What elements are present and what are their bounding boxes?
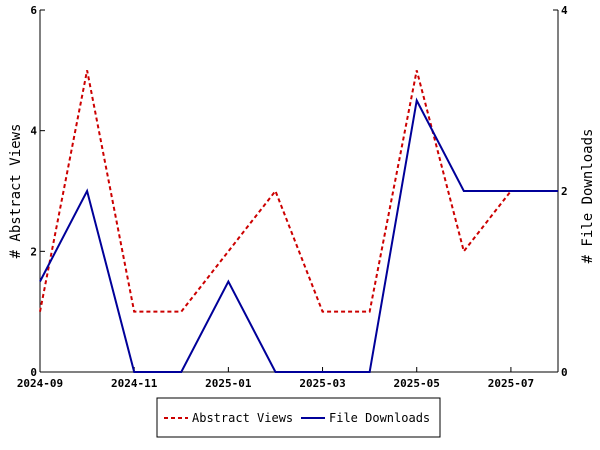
x-tick-label: 2025-07	[488, 377, 534, 390]
series-layer	[39, 70, 558, 373]
y-axis-title-left: # Abstract Views	[8, 124, 24, 259]
x-tick-label: 2024-11	[111, 377, 158, 390]
y-axis-title-right: # File Downloads	[580, 129, 596, 264]
series-line-abstract-views	[39, 70, 512, 313]
legend: Abstract Views File Downloads	[156, 397, 441, 438]
y-left-tick-label: 0	[30, 366, 37, 379]
legend-label-abstract-views: Abstract Views	[192, 411, 293, 425]
y-left-tick-label: 6	[30, 4, 37, 17]
y-right-tick-label: 2	[561, 185, 568, 198]
legend-label-file-downloads: File Downloads	[329, 411, 430, 425]
y-left-tick-label: 4	[30, 125, 37, 138]
legend-box	[156, 397, 441, 438]
y-right-tick-label: 0	[561, 366, 568, 379]
axis-ticks: 2024-09 2024-11 2025-01 2025-03 2025-05 2025-…	[17, 4, 568, 390]
y-right-tick-label: 4	[561, 4, 568, 17]
y-left-tick-label: 2	[30, 245, 37, 258]
x-tick-label: 2024-09	[17, 377, 63, 390]
x-tick-label: 2025-01	[205, 377, 252, 390]
series-line-file-downloads	[39, 97, 558, 373]
x-tick-label: 2025-05	[394, 377, 440, 390]
x-tick-label: 2025-03	[299, 377, 345, 390]
